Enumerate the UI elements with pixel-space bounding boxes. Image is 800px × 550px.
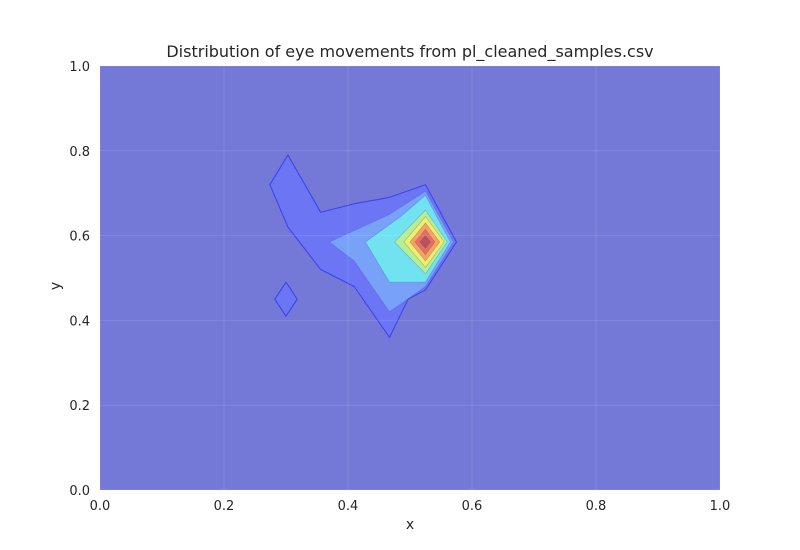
x-tick-label: 0.2 — [214, 499, 235, 514]
y-tick-label: 1.0 — [69, 60, 90, 75]
y-axis-label: y — [48, 281, 65, 291]
contour-level-1-region-2 — [274, 281, 298, 318]
x-tick-label: 0.8 — [586, 499, 607, 514]
contour-level-8-region-1 — [419, 235, 431, 249]
plot-area — [100, 66, 720, 490]
chart-title: Distribution of eye movements from pl_cl… — [166, 42, 654, 61]
y-tick-label: 0.2 — [69, 399, 90, 414]
y-tick-label: 0.8 — [69, 145, 90, 160]
grid-lines — [99, 65, 721, 491]
x-axis-ticks: 0.0 0.2 0.4 0.6 0.8 1.0 — [90, 499, 731, 514]
y-tick-label: 0.6 — [69, 230, 90, 245]
x-tick-label: 0.0 — [90, 499, 111, 514]
x-axis-label: x — [405, 517, 415, 533]
x-tick-label: 0.4 — [338, 499, 359, 514]
x-tick-label: 0.6 — [462, 499, 483, 514]
y-tick-label: 0.4 — [69, 314, 90, 329]
y-axis-ticks: 0.0 0.2 0.4 0.6 0.8 1.0 — [69, 60, 90, 499]
x-tick-label: 1.0 — [710, 499, 731, 514]
y-tick-label: 0.0 — [69, 484, 90, 499]
